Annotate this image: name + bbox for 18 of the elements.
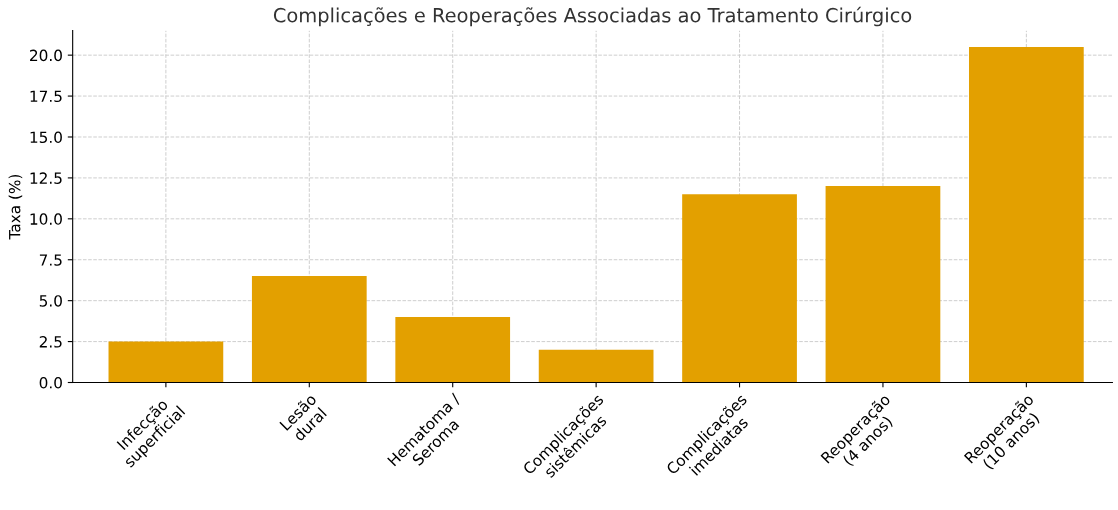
- bar: [538, 349, 654, 383]
- bar: [108, 341, 224, 383]
- y-tick-label: 17.5: [30, 90, 62, 103]
- bar: [251, 276, 367, 383]
- bar: [682, 194, 797, 383]
- y-tick-label: 20.0: [30, 49, 62, 62]
- chart-title: Complicações e Reoperações Associadas ao Tratamento Cirúrgico: [273, 6, 912, 27]
- y-tick-label: 7.5: [39, 254, 62, 266]
- y-axis-title: Taxa (%): [8, 174, 23, 240]
- bar: [969, 46, 1084, 383]
- y-tick-label: 0.0: [39, 376, 62, 389]
- bar: [825, 186, 941, 383]
- y-tick-label: 15.0: [30, 131, 62, 144]
- y-tick-label: 5.0: [39, 295, 62, 307]
- bar: [395, 317, 511, 383]
- y-tick-label: 12.5: [30, 172, 62, 184]
- y-tick-label: 10.0: [30, 213, 62, 225]
- y-tick-label: 2.5: [39, 336, 62, 348]
